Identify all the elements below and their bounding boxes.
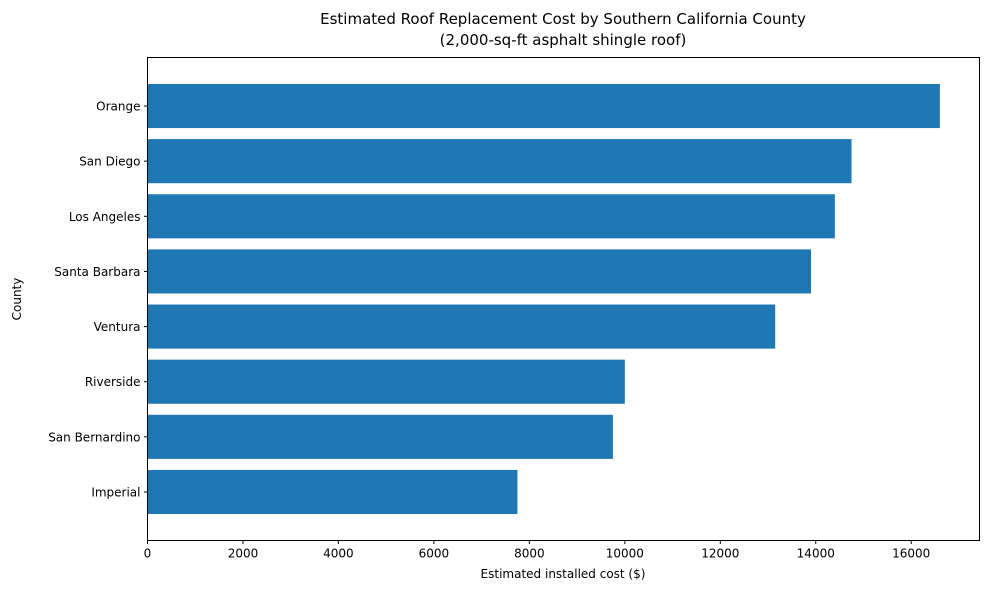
plot-frame — [147, 57, 980, 541]
bar-riverside — [147, 359, 625, 404]
x-tick-label: 0 — [144, 547, 152, 561]
bar-san-diego — [147, 139, 852, 184]
x-tick-label: 4000 — [323, 547, 354, 561]
y-tick-label: Orange — [96, 100, 140, 114]
x-tick-label: 16000 — [892, 547, 930, 561]
x-tick-label: 10000 — [606, 547, 644, 561]
bar-santa-barbara — [147, 249, 811, 294]
x-tick-label: 12000 — [701, 547, 739, 561]
bar-imperial — [147, 469, 518, 515]
x-tick-label: 14000 — [797, 547, 835, 561]
y-tick-label: Riverside — [85, 375, 141, 389]
y-tick-label: Los Angeles — [69, 210, 141, 224]
chart-title: Estimated Roof Replacement Cost by South… — [320, 10, 806, 28]
bar-ventura — [147, 304, 776, 349]
y-tick-label: Ventura — [94, 320, 141, 334]
bar-orange — [147, 83, 940, 129]
y-tick-label: Imperial — [91, 485, 140, 499]
y-ticks: Orange San Diego Los Angeles Santa Barbara V… — [48, 100, 148, 499]
x-ticks: 0 2000 4000 6000 8000 10000 12000 14000 16000 — [144, 540, 930, 561]
y-tick-label: San Bernardino — [48, 430, 140, 444]
bar-san-bernardino — [147, 414, 613, 459]
y-tick-label: Santa Barbara — [54, 265, 140, 279]
bar-los-angeles — [147, 194, 835, 239]
x-tick-label: 6000 — [419, 547, 450, 561]
bars-group — [147, 83, 940, 515]
y-axis-label: County — [10, 278, 24, 321]
x-tick-label: 2000 — [228, 547, 259, 561]
chart-subtitle: (2,000-sq-ft asphalt shingle roof) — [440, 31, 687, 49]
x-tick-label: 8000 — [514, 547, 545, 561]
x-axis-label: Estimated installed cost ($) — [481, 567, 646, 581]
y-tick-label: San Diego — [79, 155, 140, 169]
